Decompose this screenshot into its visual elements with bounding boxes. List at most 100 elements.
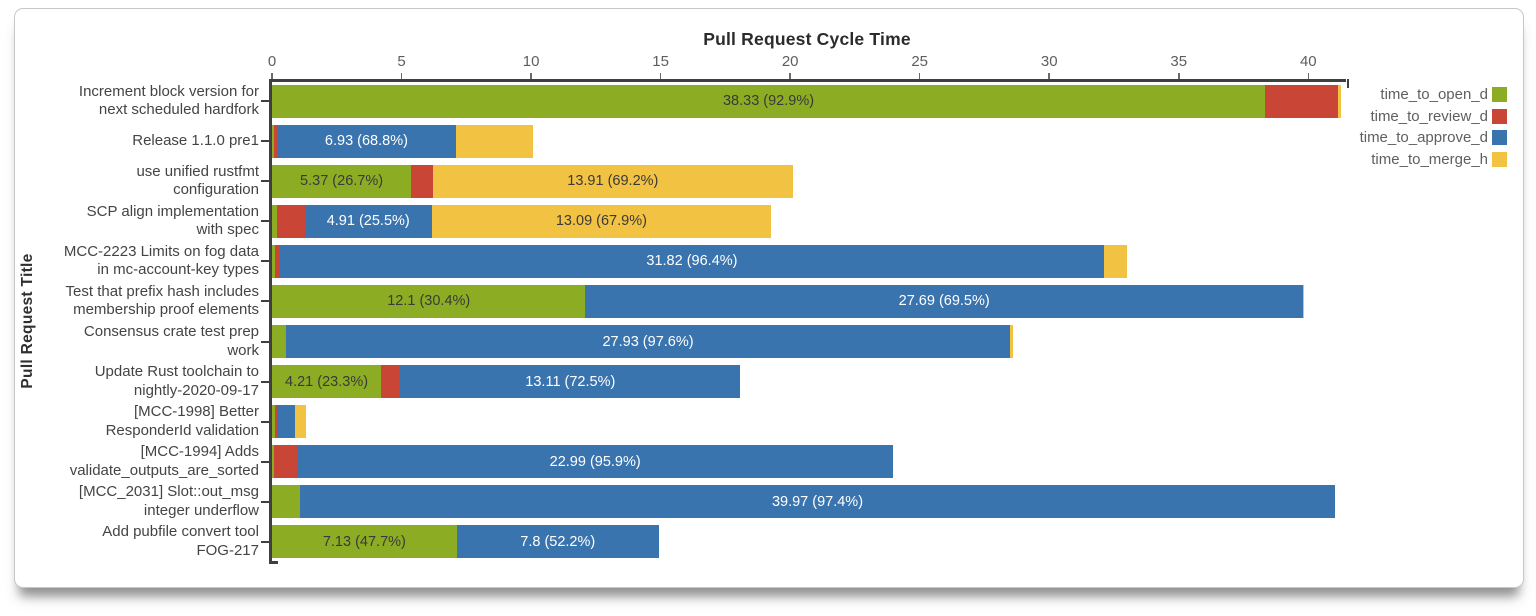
category-tick-mark: [261, 140, 269, 143]
bar-segment-time_to_merge_h[interactable]: [456, 124, 533, 158]
bar-segment-time_to_review_d[interactable]: [274, 244, 280, 278]
bar-segment-time_to_merge_h[interactable]: 13.09 (67.9%): [431, 204, 771, 238]
category-tick-mark: [261, 420, 269, 423]
bar-segment-time_to_open_d[interactable]: [272, 204, 277, 238]
table-row: Consensus crate test prep work 27.93 (97.6…: [15, 322, 1523, 362]
bar-segment-time_to_approve_d[interactable]: 39.97 (97.4%): [299, 485, 1336, 519]
table-row: [MCC-1994] Adds validate_outputs_are_sort…: [15, 442, 1523, 482]
chart-title: Pull Request Cycle Time: [703, 29, 911, 49]
bar-segment-time_to_review_d[interactable]: [276, 204, 305, 238]
data-label: 27.69 (69.5%): [898, 293, 990, 310]
bar-segment-time_to_open_d[interactable]: [272, 445, 275, 479]
category-label: Consensus crate test prep work: [83, 323, 259, 359]
bar-segment-time_to_open_d[interactable]: 38.33 (92.9%): [272, 84, 1266, 118]
bar-segment-time_to_open_d[interactable]: 7.13 (47.7%): [272, 525, 457, 559]
bar-segment-time_to_open_d[interactable]: 12.1 (30.4%): [272, 284, 586, 318]
bar-segment-time_to_approve_d[interactable]: [276, 405, 296, 439]
x-axis-line: [269, 79, 1346, 82]
x-tick-mark-5: [400, 73, 403, 79]
bar-segment-time_to_merge_h[interactable]: [1104, 244, 1128, 278]
x-tick-mark-0: [271, 73, 273, 79]
bar-segment-time_to_review_d[interactable]: [274, 445, 298, 479]
bar-segment-time_to_approve_d[interactable]: 31.82 (96.4%): [279, 244, 1105, 278]
category-label: Add pubfile convert tool FOG-217: [102, 523, 259, 559]
stacked-bar: 4.21 (23.3%) 13.11 (72.5%): [272, 365, 741, 399]
category-label: Release 1.1.0 pre1: [132, 131, 259, 149]
table-row: [MCC_2031] Slot::out_msg integer underflo…: [15, 482, 1523, 522]
bar-segment-time_to_review_d[interactable]: [381, 365, 401, 399]
stacked-bar: 22.99 (95.9%): [272, 445, 893, 479]
table-row: SCP align implementation with spec 4.91 (2…: [15, 201, 1523, 241]
legend-swatch-icon: [1492, 151, 1507, 167]
x-tick-label-5: 5: [397, 53, 406, 70]
report-card: Pull Request Cycle Time Pull Request Tit…: [14, 8, 1524, 588]
bar-segment-time_to_open_d[interactable]: [272, 124, 275, 158]
x-tick-label-15: 15: [652, 53, 669, 70]
legend-item-time_to_approve_d[interactable]: time_to_approve_d: [1360, 129, 1507, 146]
legend-label: time_to_open_d: [1380, 86, 1488, 103]
category-label: Update Rust toolchain to nightly-2020-09-…: [94, 363, 259, 399]
bar-segment-time_to_open_d[interactable]: 4.21 (23.3%): [272, 365, 382, 399]
bar-segment-time_to_open_d[interactable]: [272, 485, 300, 519]
bar-segment-time_to_open_d[interactable]: 5.37 (26.7%): [272, 164, 412, 198]
category-tick-mark: [261, 460, 269, 463]
stacked-bar: 38.33 (92.9%): [272, 84, 1341, 118]
bar-segment-time_to_merge_h[interactable]: [1302, 284, 1305, 318]
legend-label: time_to_merge_h: [1371, 150, 1488, 168]
bar-segment-time_to_merge_h[interactable]: [1338, 84, 1341, 118]
x-tick-label-30: 30: [1040, 53, 1058, 70]
legend-label: time_to_approve_d: [1359, 129, 1488, 146]
stacked-bar: 31.82 (96.4%): [272, 244, 1128, 278]
bar-segment-time_to_merge_h[interactable]: [295, 405, 306, 439]
data-label: 6.93 (68.8%): [324, 133, 408, 150]
category-label: Test that prefix hash includes membership…: [65, 282, 259, 319]
data-label: 4.91 (25.5%): [326, 213, 410, 230]
bar-segment-time_to_approve_d[interactable]: 4.91 (25.5%): [304, 204, 432, 238]
category-label: SCP align implementation with spec: [86, 202, 259, 239]
data-label: 13.11 (72.5%): [525, 373, 616, 390]
bar-segment-time_to_approve_d[interactable]: 22.99 (95.9%): [297, 445, 893, 479]
bar-segment-time_to_approve_d[interactable]: 13.11 (72.5%): [400, 365, 741, 399]
bar-segment-time_to_review_d[interactable]: [274, 405, 277, 439]
table-row: Update Rust toolchain to nightly-2020-09-…: [15, 362, 1523, 402]
pr-cycle-time-chart: Pull Request Cycle Time Pull Request Tit…: [15, 9, 1523, 587]
legend-swatch-icon: [1492, 130, 1507, 145]
stacked-bar: 27.93 (97.6%): [272, 325, 1014, 359]
category-label: [MCC_2031] Slot::out_msg integer underflo…: [78, 483, 259, 519]
bar-segment-time_to_open_d[interactable]: [272, 325, 287, 359]
bar-segment-time_to_review_d[interactable]: [274, 124, 277, 158]
category-tick-mark: [261, 540, 269, 543]
bar-segment-time_to_review_d[interactable]: [1265, 84, 1339, 118]
category-tick-mark: [261, 300, 269, 303]
bar-segment-time_to_merge_h[interactable]: [1009, 325, 1014, 359]
data-label: 31.82 (96.4%): [646, 253, 738, 270]
data-label: 13.91 (69.2%): [567, 173, 659, 190]
stacked-bar: 6.93 (68.8%): [272, 124, 533, 158]
category-tick-mark: [261, 260, 269, 263]
category-tick-mark: [261, 100, 269, 103]
y-axis-end-tick: [269, 561, 278, 564]
legend-label: time_to_review_d: [1370, 107, 1488, 125]
data-label: 7.8 (52.2%): [520, 533, 596, 550]
category-tick-mark: [261, 380, 269, 383]
bar-segment-time_to_review_d[interactable]: [411, 164, 433, 198]
legend-item-time_to_merge_h[interactable]: time_to_merge_h: [1371, 151, 1507, 168]
data-label: 27.93 (97.6%): [602, 333, 694, 350]
bar-segment-time_to_approve_d[interactable]: 7.8 (52.2%): [456, 525, 659, 559]
x-tick-label-20: 20: [781, 53, 799, 70]
legend-item-time_to_open_d[interactable]: time_to_open_d: [1380, 86, 1507, 103]
legend-item-time_to_review_d[interactable]: time_to_review_d: [1370, 108, 1507, 125]
x-tick-mark-35: [1178, 73, 1180, 79]
table-row: Add pubfile convert tool FOG-217 7.13 (47.…: [15, 522, 1523, 562]
x-tick-mark-20: [789, 73, 791, 79]
bar-segment-time_to_approve_d[interactable]: 6.93 (68.8%): [276, 124, 457, 158]
bar-segment-time_to_approve_d[interactable]: 27.93 (97.6%): [286, 325, 1010, 359]
x-tick-label-10: 10: [522, 53, 540, 70]
bar-segment-time_to_merge_h[interactable]: 13.91 (69.2%): [432, 164, 793, 198]
x-tick-mark-30: [1048, 73, 1050, 79]
data-label: 39.97 (97.4%): [771, 493, 864, 510]
bar-segment-time_to_approve_d[interactable]: 27.69 (69.5%): [585, 284, 1303, 318]
bar-segment-time_to_open_d[interactable]: [272, 405, 275, 439]
bar-segment-time_to_open_d[interactable]: [272, 244, 275, 278]
stacked-bar: 5.37 (26.7%) 13.91 (69.2%): [272, 164, 793, 198]
